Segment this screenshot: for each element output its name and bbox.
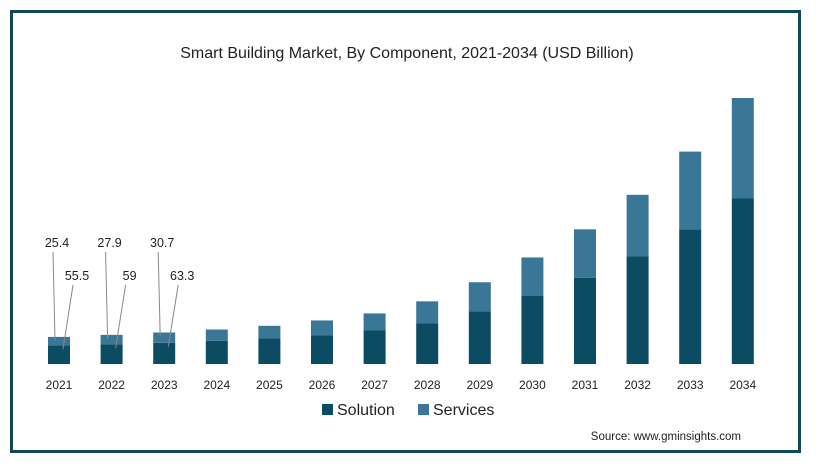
- data-label-2022-services: 27.9: [97, 236, 121, 250]
- bar-services-2033: [679, 151, 702, 230]
- bar-services-2026: [311, 320, 333, 336]
- x-tick-2034: 2034: [729, 378, 756, 392]
- chart-title: Smart Building Market, By Component, 202…: [180, 45, 634, 62]
- bar-services-2024: [205, 329, 228, 341]
- x-tick-2021: 2021: [46, 378, 73, 392]
- source-note: Source: www.gminsights.com: [591, 431, 741, 443]
- bar-solution-2023: [153, 342, 176, 364]
- bar-solution-2031: [574, 277, 596, 364]
- leader-line-2021-services: [52, 251, 56, 341]
- x-tick-2030: 2030: [519, 378, 546, 392]
- legend-label-solution: Solution: [337, 402, 395, 419]
- x-tick-2033: 2033: [677, 378, 704, 392]
- bar-services-2022: [100, 334, 123, 345]
- bar-services-2030: [521, 257, 544, 296]
- x-tick-labels: 2021 2022 2023 2024 2025 2026 2027 2028 2029 2030…: [46, 378, 757, 392]
- leader-line-2023-solution: [167, 284, 179, 347]
- leader-line-2023-services: [157, 251, 161, 337]
- legend-swatch-services: [418, 404, 429, 415]
- data-label-2021-services: 25.4: [45, 236, 69, 250]
- bar-solution-2026: [311, 335, 333, 364]
- x-tick-2031: 2031: [572, 378, 599, 392]
- bar-solution-2032: [626, 256, 649, 364]
- bar-solution-2021: [48, 345, 70, 364]
- x-tick-2027: 2027: [361, 378, 388, 392]
- leader-line-2021-solution: [62, 284, 74, 350]
- bars-group: [48, 98, 754, 364]
- bar-solution-2024: [205, 340, 228, 364]
- bar-services-2029: [468, 282, 491, 312]
- data-label-2022-solution: 59: [123, 269, 137, 283]
- x-tick-2023: 2023: [151, 378, 178, 392]
- bar-services-2023: [153, 332, 176, 343]
- data-label-2023-solution: 63.3: [170, 269, 194, 283]
- bar-services-2034: [731, 98, 754, 199]
- x-tick-2024: 2024: [203, 378, 230, 392]
- data-label-2021-solution: 55.5: [65, 269, 89, 283]
- bar-services-2028: [416, 301, 439, 324]
- leader-line-2022-solution: [115, 284, 127, 349]
- bar-solution-2028: [416, 323, 439, 364]
- bar-services-2032: [626, 194, 649, 257]
- leader-line-2022-services: [105, 251, 109, 339]
- bar-services-2025: [258, 325, 281, 339]
- bar-services-2021: [48, 336, 70, 346]
- bar-solution-2029: [468, 311, 491, 364]
- bar-solution-2034: [731, 198, 754, 364]
- bar-solution-2022: [100, 344, 123, 364]
- bar-solution-2030: [521, 295, 544, 364]
- x-tick-2026: 2026: [309, 378, 336, 392]
- x-tick-2032: 2032: [624, 378, 651, 392]
- bar-services-2031: [574, 229, 596, 278]
- legend-swatch-solution: [322, 404, 333, 415]
- data-label-2023-services: 30.7: [150, 236, 174, 250]
- x-tick-2022: 2022: [98, 378, 125, 392]
- x-tick-2025: 2025: [256, 378, 283, 392]
- data-labels-group: 25.4 55.5 27.9 59 30.7 63.3: [45, 236, 194, 350]
- chart-frame: [10, 10, 801, 453]
- bar-solution-2027: [363, 330, 386, 364]
- legend: Solution Services: [322, 402, 494, 419]
- x-tick-2029: 2029: [466, 378, 493, 392]
- legend-label-services: Services: [433, 402, 494, 419]
- x-tick-2028: 2028: [414, 378, 441, 392]
- bar-solution-2033: [679, 229, 702, 364]
- bar-solution-2025: [258, 338, 281, 364]
- bar-services-2027: [363, 313, 386, 331]
